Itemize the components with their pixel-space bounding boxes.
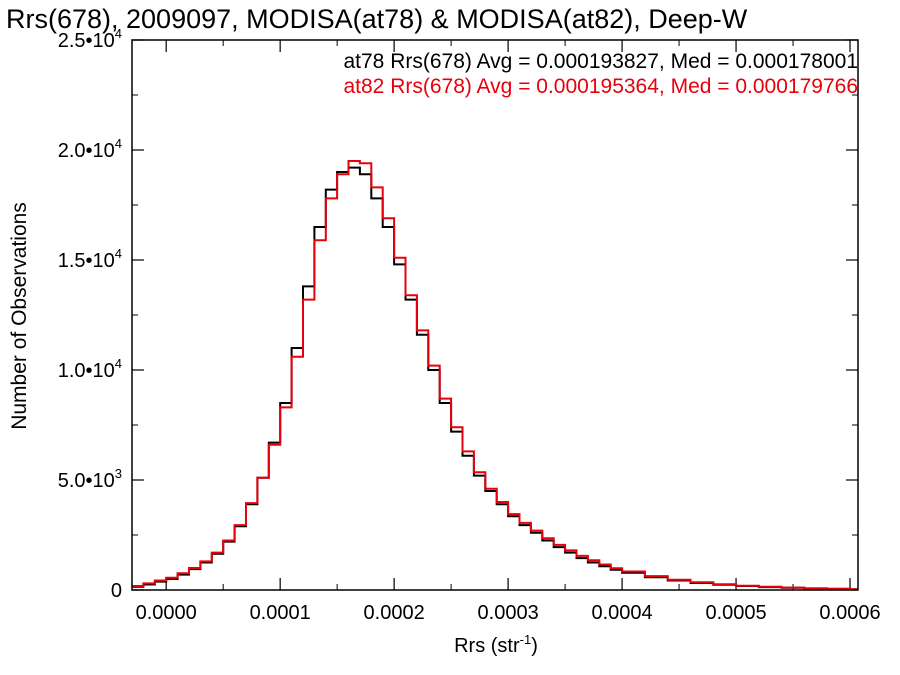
axis-ticks xyxy=(132,39,858,591)
y-axis-label: Number of Observations xyxy=(8,202,31,430)
y-tick-label: 2.5•104 xyxy=(58,26,122,52)
x-tick-label: 0.0001 xyxy=(250,602,311,624)
chart-title: Rrs(678), 2009097, MODISA(at78) & MODISA… xyxy=(6,4,748,34)
y-tick-label: 2.0•104 xyxy=(58,136,122,162)
y-tick-label: 1.5•104 xyxy=(58,246,122,272)
x-tick-label: 0.0002 xyxy=(364,602,425,624)
x-axis-label: Rrs (str-1) xyxy=(454,632,538,657)
y-tick-label: 0 xyxy=(111,580,122,602)
x-axis-label-sup: -1 xyxy=(520,632,532,647)
x-tick-label: 0.0005 xyxy=(705,602,766,624)
x-tick-label: 0.0004 xyxy=(591,602,652,624)
series-layer xyxy=(132,160,858,591)
x-tick-label: 0.0003 xyxy=(478,602,539,624)
plot-frame xyxy=(131,39,859,591)
x-tick-label: 0.0000 xyxy=(136,602,197,624)
series-line-2 xyxy=(132,160,858,591)
x-tick-labels: 0.0000 0.0001 0.0002 0.0003 0.0004 0.0005 0.00… xyxy=(136,602,881,624)
x-axis-label-main: Rrs (str xyxy=(454,635,520,657)
x-axis-label-close: ) xyxy=(531,635,538,657)
legend-annotations: at78 Rrs(678) Avg = 0.000193827, Med = 0… xyxy=(343,50,858,98)
x-tick-label: 0.0006 xyxy=(819,602,880,624)
y-tick-labels: 0 5.0•103 1.0•104 1.5•104 2.0•104 2.5•104 xyxy=(58,26,122,602)
y-tick-label: 1.0•104 xyxy=(58,356,122,382)
annotation-1: at78 Rrs(678) Avg = 0.000193827, Med = 0… xyxy=(343,50,858,73)
y-tick-label: 5.0•103 xyxy=(58,466,122,492)
annotation-2: at82 Rrs(678) Avg = 0.000195364, Med = 0… xyxy=(343,75,858,98)
